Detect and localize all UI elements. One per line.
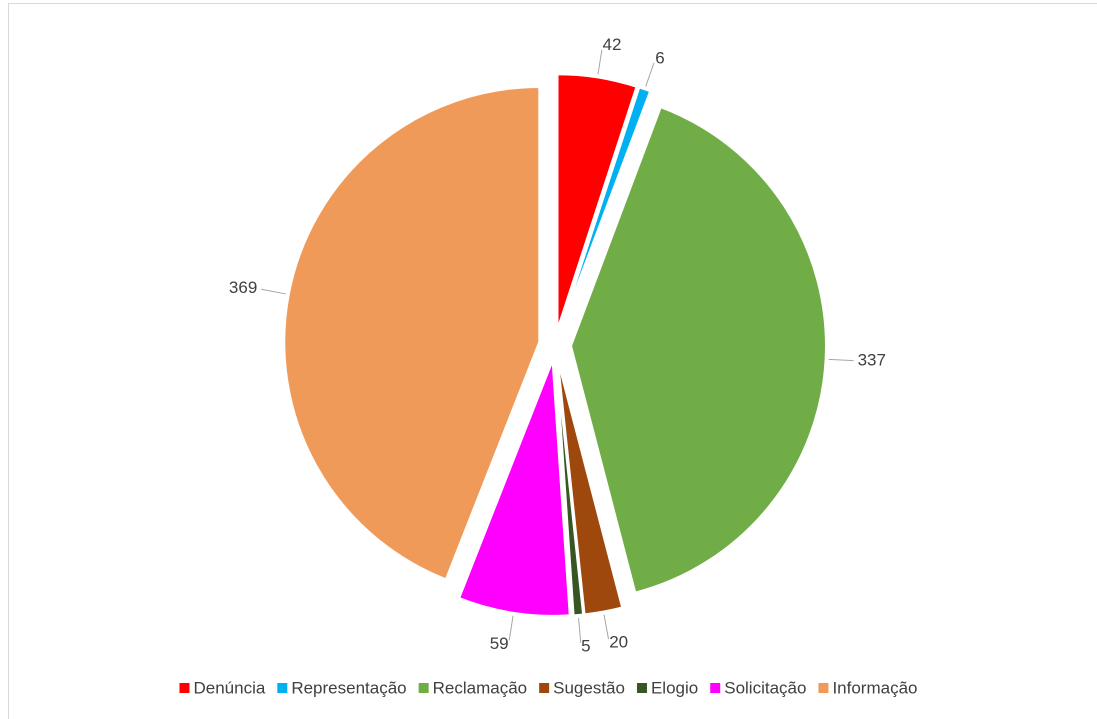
pie-slice	[556, 73, 638, 330]
legend-swatch	[636, 683, 647, 693]
data-label: 337	[858, 350, 886, 369]
legend-label: Denúncia	[193, 678, 265, 697]
pie-slice	[556, 360, 624, 616]
legend-label: Informação	[832, 678, 917, 697]
data-label: 369	[229, 278, 257, 297]
pie-slice	[559, 86, 652, 331]
legend-swatch	[277, 683, 288, 693]
data-label: 42	[603, 35, 622, 54]
leader-line	[828, 358, 854, 362]
legend-swatch	[818, 683, 829, 693]
leader-line	[508, 615, 514, 641]
legend-swatch	[179, 683, 190, 693]
legend-label: Elogio	[651, 678, 698, 697]
pie-slice	[555, 360, 585, 617]
leader-line	[603, 614, 610, 640]
legend-swatch	[710, 683, 721, 693]
legend-label: Solicitação	[724, 678, 806, 697]
pie-slice	[457, 360, 571, 617]
leader-line	[645, 62, 655, 87]
data-label: 20	[609, 633, 628, 652]
leader-line	[261, 288, 286, 295]
pie-slice	[283, 86, 541, 581]
legend-label: Reclamação	[433, 678, 528, 697]
data-label: 5	[581, 636, 590, 655]
leader-line	[578, 617, 582, 643]
data-label: 59	[490, 634, 509, 653]
chart-border	[8, 3, 1097, 719]
legend-swatch	[418, 683, 429, 693]
pie-slice	[569, 105, 827, 594]
legend-label: Representação	[291, 678, 406, 697]
legend-label: Sugestão	[553, 678, 625, 697]
data-label: 6	[655, 49, 664, 68]
leader-line	[597, 49, 603, 75]
legend-swatch	[539, 683, 550, 693]
